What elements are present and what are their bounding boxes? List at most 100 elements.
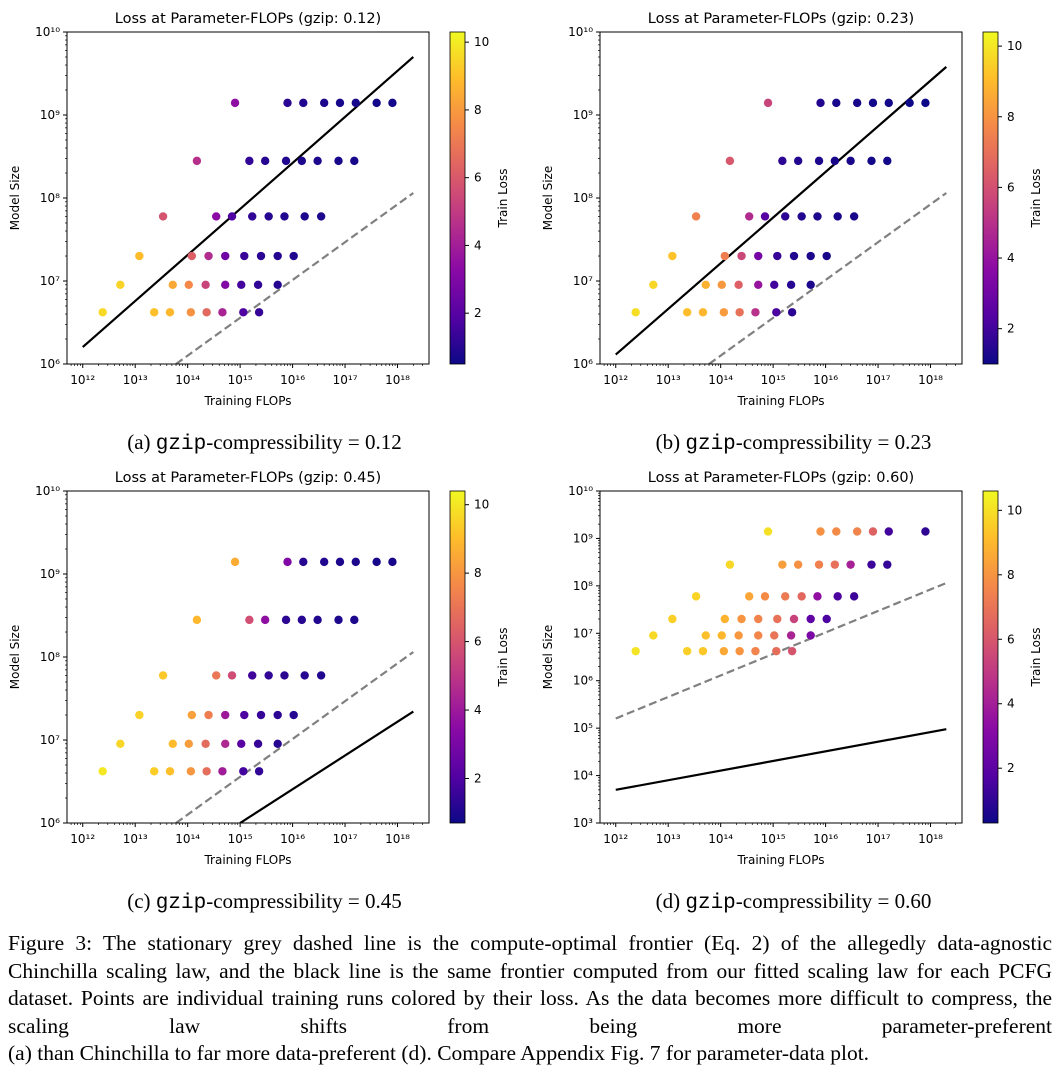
data-point [116,280,125,289]
x-tick-label: 10¹⁷ [866,832,891,846]
colorbar-tick-label: 4 [474,238,482,252]
data-point [283,98,292,108]
plot-area [615,527,947,791]
subcaption-letter: (a) [127,430,151,454]
subcaption-code: gzip [685,892,736,915]
chart-panel-c: Loss at Parameter-FLOPs (gzip: 0.45) 10¹²… [8,470,510,867]
fitted-frontier-line [82,56,415,348]
data-point [763,527,773,536]
x-tick-label: 10¹⁶ [280,373,305,387]
subcaption-code: gzip [155,433,207,456]
data-point [822,251,831,261]
data-point [832,98,841,108]
data-point [256,710,266,720]
data-point [240,710,249,720]
x-tick-label: 10¹⁶ [813,373,838,387]
subcaption-c: (c) gzip-compressibility = 0.45 [0,889,529,915]
data-point [772,308,781,317]
data-point [184,280,193,289]
data-point [158,671,168,680]
data-point [221,251,230,261]
x-tick-label: 10¹⁸ [918,373,943,387]
data-point [682,308,692,317]
x-axis-label: Training FLOPs [736,853,824,867]
data-point [852,98,862,108]
chart-title: Loss at Parameter-FLOPs (gzip: 0.23) [648,11,914,27]
data-point [725,156,735,166]
chart-panel-b: Loss at Parameter-FLOPs (gzip: 0.23) 10¹²… [541,11,1043,408]
colorbar-label: Train Loss [496,169,510,229]
data-point [316,212,326,221]
data-point [830,156,840,166]
data-point [921,98,930,108]
data-point [168,739,177,748]
data-point [867,560,876,569]
data-point [668,251,677,261]
x-tick-label: 10¹⁸ [385,832,410,846]
colorbar-tick-label: 8 [1007,110,1015,124]
data-point [787,308,797,317]
y-tick-label: 10⁶ [40,357,60,371]
y-tick-label: 10⁸ [573,579,593,593]
data-point [350,156,359,166]
data-point [212,212,221,221]
y-tick-label: 10⁸ [40,191,60,205]
colorbar-tick-label: 4 [1007,251,1015,265]
colorbar-tick-label: 6 [1007,180,1015,194]
data-point [822,614,831,624]
data-point [289,710,298,720]
data-point [806,614,815,624]
data-point [245,615,254,625]
x-tick-label: 10¹⁴ [708,373,733,387]
data-point [763,98,773,108]
chinchilla-frontier-line [175,651,414,823]
colorbar-tick-label: 6 [474,635,482,649]
data-point [335,98,345,108]
data-point [832,527,841,536]
y-tick-label: 10⁴ [573,769,593,783]
x-tick-label: 10¹⁸ [385,373,410,387]
data-point [281,615,291,625]
colorbar-tick-label: 4 [1007,697,1015,711]
data-point [204,251,213,261]
data-point [631,646,640,656]
data-point [201,739,210,748]
x-axis-label: Training FLOPs [736,394,824,408]
data-point [280,671,289,680]
data-point [883,156,892,166]
data-point [372,557,381,567]
x-axis-label: Training FLOPs [203,853,291,867]
data-point [221,739,230,748]
x-tick-label: 10¹³ [656,373,681,387]
data-point [797,592,806,601]
fitted-frontier-line [239,710,414,823]
data-point [719,646,729,656]
data-point [240,251,249,261]
colorbar-tick-label: 10 [474,35,489,49]
subcaption-letter: (d) [655,889,681,913]
subcaption-letter: (b) [655,430,681,454]
colorbar-tick-label: 2 [474,772,482,786]
subcaption-b: (b) gzip-compressibility = 0.23 [529,430,1058,456]
data-point [701,631,710,640]
data-point [239,308,248,317]
data-point [754,280,763,289]
data-point [135,251,144,261]
colorbar [449,31,466,365]
data-point [192,615,202,625]
data-point [813,592,822,601]
data-point [760,212,770,221]
chinchilla-frontier-line [708,192,947,364]
data-point [868,98,878,108]
data-point [299,98,308,108]
data-point [720,251,730,261]
data-point [793,156,803,166]
data-point [388,98,397,108]
data-point [691,592,701,601]
colorbar [982,490,999,824]
data-point [350,615,359,625]
data-point [297,615,307,625]
data-point [698,646,708,656]
data-point [720,614,730,624]
x-tick-label: 10¹³ [656,832,681,846]
